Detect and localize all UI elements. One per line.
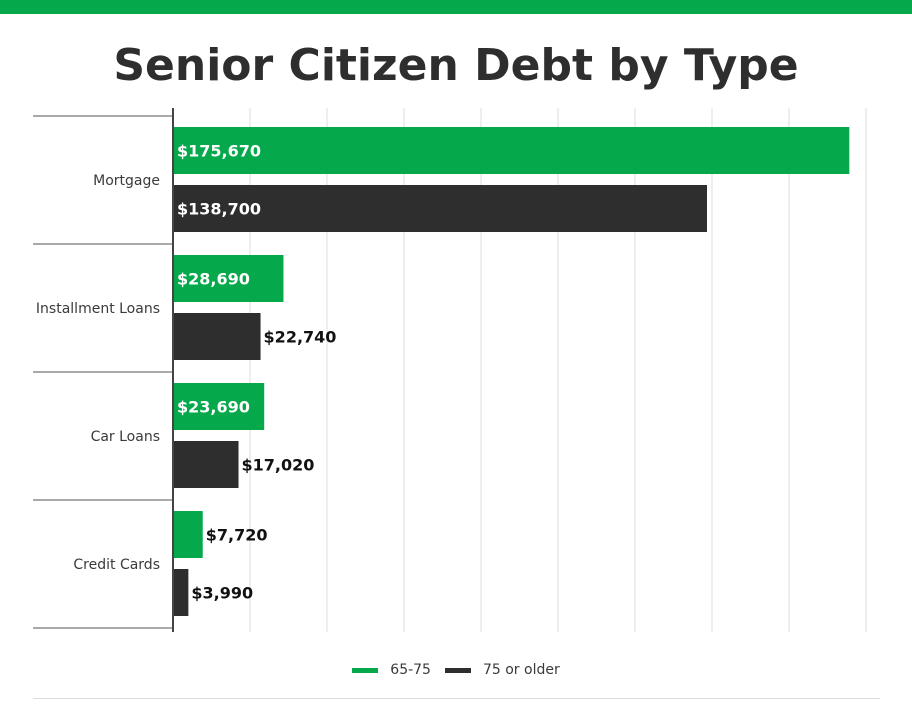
bar bbox=[173, 313, 261, 360]
legend-item-75-older: 75 or older bbox=[444, 662, 560, 678]
bars: $175,670 $138,700 $28,690 $22,740 $23,690 $17… bbox=[173, 127, 850, 616]
bottom-divider bbox=[33, 698, 880, 699]
category-label: Installment Loans bbox=[36, 301, 160, 317]
bar bbox=[173, 569, 189, 616]
legend: 65-75 75 or older bbox=[0, 662, 912, 678]
top-accent-bar bbox=[0, 0, 912, 14]
legend-label-65-75: 65-75 bbox=[390, 662, 431, 678]
category-label: Mortgage bbox=[93, 173, 160, 189]
bar-value-label: $17,020 bbox=[242, 456, 315, 475]
bar-value-label: $28,690 bbox=[177, 270, 250, 289]
chart-title: Senior Citizen Debt by Type bbox=[113, 40, 799, 91]
bar-value-label: $7,720 bbox=[206, 526, 268, 545]
bar-value-label: $175,670 bbox=[177, 142, 261, 161]
bar-value-label: $22,740 bbox=[264, 328, 337, 347]
category-label: Credit Cards bbox=[73, 557, 160, 573]
bar-value-label: $138,700 bbox=[177, 200, 261, 219]
bar-value-label: $23,690 bbox=[177, 398, 250, 417]
legend-label-75-older: 75 or older bbox=[482, 662, 560, 678]
bar bbox=[173, 383, 265, 430]
bar-value-label: $3,990 bbox=[191, 584, 253, 603]
legend-swatch-65-75 bbox=[352, 667, 379, 673]
bar bbox=[173, 255, 284, 302]
legend-item-65-75: 65-75 bbox=[352, 662, 431, 678]
bar bbox=[173, 185, 707, 232]
category-labels: Mortgage Installment Loans Car Loans Credit… bbox=[36, 173, 160, 573]
legend-swatch-75-older bbox=[444, 667, 471, 673]
category-label: Car Loans bbox=[91, 429, 160, 445]
bar bbox=[173, 511, 203, 558]
bar bbox=[173, 441, 239, 488]
bar bbox=[173, 127, 850, 174]
category-separators bbox=[33, 115, 173, 629]
